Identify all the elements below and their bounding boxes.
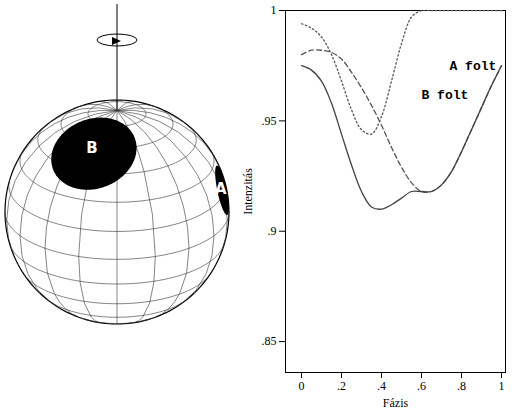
svg-text:.2: .2 [337, 379, 346, 393]
svg-text:.8: .8 [457, 379, 466, 393]
svg-text:.4: .4 [377, 379, 386, 393]
svg-text:.9: .9 [268, 224, 277, 238]
svg-text:A: A [215, 180, 227, 198]
svg-text:A folt: A folt [450, 59, 497, 74]
svg-text:0: 0 [299, 379, 305, 393]
svg-text:Intenzitás: Intenzitás [241, 168, 255, 215]
svg-text:1: 1 [499, 379, 505, 393]
svg-text:B: B [86, 139, 97, 157]
svg-text:1: 1 [271, 3, 277, 17]
svg-text:.95: .95 [262, 114, 277, 128]
svg-text:Fázis: Fázis [383, 396, 409, 410]
svg-text:.6: .6 [417, 379, 426, 393]
svg-text:B folt: B folt [422, 88, 469, 103]
svg-text:.85: .85 [262, 334, 277, 348]
